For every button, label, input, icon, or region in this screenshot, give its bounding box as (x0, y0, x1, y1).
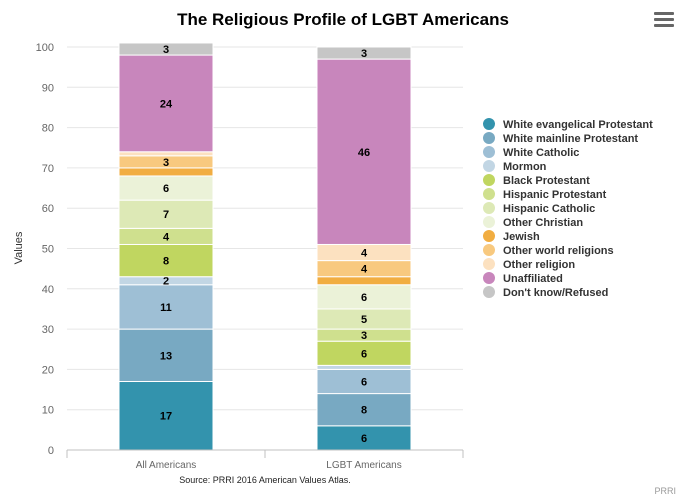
y-tick-label: 70 (42, 163, 54, 175)
bar-segment[interactable] (118, 243, 214, 278)
y-tick-label: 80 (42, 123, 54, 135)
legend-marker[interactable] (483, 146, 495, 158)
bars: 17 13 11 2 8 4 7 6 3 24 3 6 8 6 6 3 5 6 4 4 46 3 (118, 42, 412, 451)
y-axis-ticks: 0 10 20 30 40 50 60 70 80 90 100 (36, 42, 54, 457)
menu-bar-middle (654, 18, 674, 21)
y-tick-label: 10 (42, 405, 54, 417)
y-axis-label: Values (13, 231, 25, 264)
data-label: 17 (160, 411, 172, 423)
legend-marker[interactable] (483, 230, 495, 242)
bar-segment[interactable] (118, 328, 214, 382)
data-label: 6 (163, 183, 169, 195)
bar-segment[interactable] (316, 368, 412, 395)
legend-marker[interactable] (483, 258, 495, 270)
legend-label[interactable]: Hispanic Catholic (503, 203, 595, 215)
legend-label[interactable]: Hispanic Protestant (503, 189, 607, 201)
y-tick-label: 100 (36, 42, 54, 54)
bar-segment[interactable] (118, 167, 214, 177)
bar-segment[interactable] (316, 425, 412, 451)
data-label: 6 (361, 376, 367, 388)
x-axis-ticks: All Americans LGBT Americans (66, 450, 464, 471)
credit-text: PRRI (654, 486, 676, 496)
bar-segment[interactable] (316, 276, 412, 286)
bar-segment[interactable] (118, 175, 214, 201)
bar-segment[interactable] (316, 340, 412, 366)
data-label: 4 (361, 264, 368, 276)
legend-label[interactable]: Other Christian (503, 217, 583, 229)
data-label: 24 (160, 98, 173, 110)
data-label: 5 (361, 314, 367, 326)
legend-label[interactable]: Jewish (503, 231, 540, 243)
legend-marker[interactable] (483, 244, 495, 256)
data-label: 6 (361, 292, 367, 304)
menu-bar-top (654, 12, 674, 15)
bar-segment[interactable] (118, 284, 214, 330)
bar-segment[interactable] (118, 42, 214, 56)
bar-segment[interactable] (316, 364, 412, 370)
data-label: 3 (361, 330, 367, 342)
data-label: 11 (160, 302, 172, 314)
y-tick-label: 50 (42, 244, 54, 256)
bar-segment[interactable] (118, 199, 214, 229)
y-tick-label: 90 (42, 82, 54, 94)
y-tick-label: 20 (42, 364, 54, 376)
legend-label[interactable]: Other world religions (503, 245, 614, 257)
x-tick-label: LGBT Americans (326, 460, 401, 471)
data-label: 3 (163, 44, 169, 56)
legend-label[interactable]: Don't know/Refused (503, 287, 608, 299)
data-label: 3 (163, 157, 169, 169)
y-tick-label: 0 (48, 445, 54, 457)
bar-segment[interactable] (316, 393, 412, 427)
legend-marker[interactable] (483, 272, 495, 284)
legend-marker[interactable] (483, 286, 495, 298)
hamburger-menu-icon[interactable] (654, 12, 674, 30)
legend: White evangelical Protestant White mainli… (483, 118, 653, 299)
bar-segment[interactable] (118, 54, 214, 153)
source-note: Source: PRRI 2016 American Values Atlas. (179, 475, 350, 485)
y-tick-label: 40 (42, 284, 54, 296)
legend-label[interactable]: Black Protestant (503, 175, 590, 187)
legend-label[interactable]: White evangelical Protestant (503, 119, 653, 131)
x-tick-label: All Americans (136, 460, 197, 471)
y-tick-label: 60 (42, 203, 54, 215)
legend-marker[interactable] (483, 118, 495, 130)
bar-segment[interactable] (316, 46, 412, 60)
data-label: 6 (361, 348, 367, 360)
legend-label[interactable]: Other religion (503, 259, 575, 271)
bar-segment[interactable] (316, 284, 412, 310)
legend-label[interactable]: Mormon (503, 161, 547, 173)
legend-label[interactable]: Unaffiliated (503, 273, 563, 285)
y-tick-label: 30 (42, 324, 54, 336)
data-label: 4 (361, 248, 368, 260)
data-label: 7 (163, 209, 169, 221)
data-label: 3 (361, 48, 367, 60)
data-label: 13 (160, 350, 172, 362)
legend-marker[interactable] (483, 132, 495, 144)
chart-title: The Religious Profile of LGBT Americans (177, 10, 509, 29)
data-label: 8 (163, 256, 169, 268)
legend-marker[interactable] (483, 202, 495, 214)
bar-segment[interactable] (316, 58, 412, 245)
legend-marker[interactable] (483, 216, 495, 228)
data-label: 2 (163, 276, 169, 288)
legend-marker[interactable] (483, 188, 495, 200)
legend-label[interactable]: White mainline Protestant (503, 133, 638, 145)
data-label: 46 (358, 147, 370, 159)
data-label: 4 (163, 231, 170, 243)
data-label: 8 (361, 405, 367, 417)
data-label: 6 (361, 433, 367, 445)
bar-segment[interactable] (118, 151, 214, 157)
menu-bar-bottom (654, 24, 674, 27)
legend-label[interactable]: White Catholic (503, 147, 579, 159)
legend-marker[interactable] (483, 160, 495, 172)
legend-marker[interactable] (483, 174, 495, 186)
